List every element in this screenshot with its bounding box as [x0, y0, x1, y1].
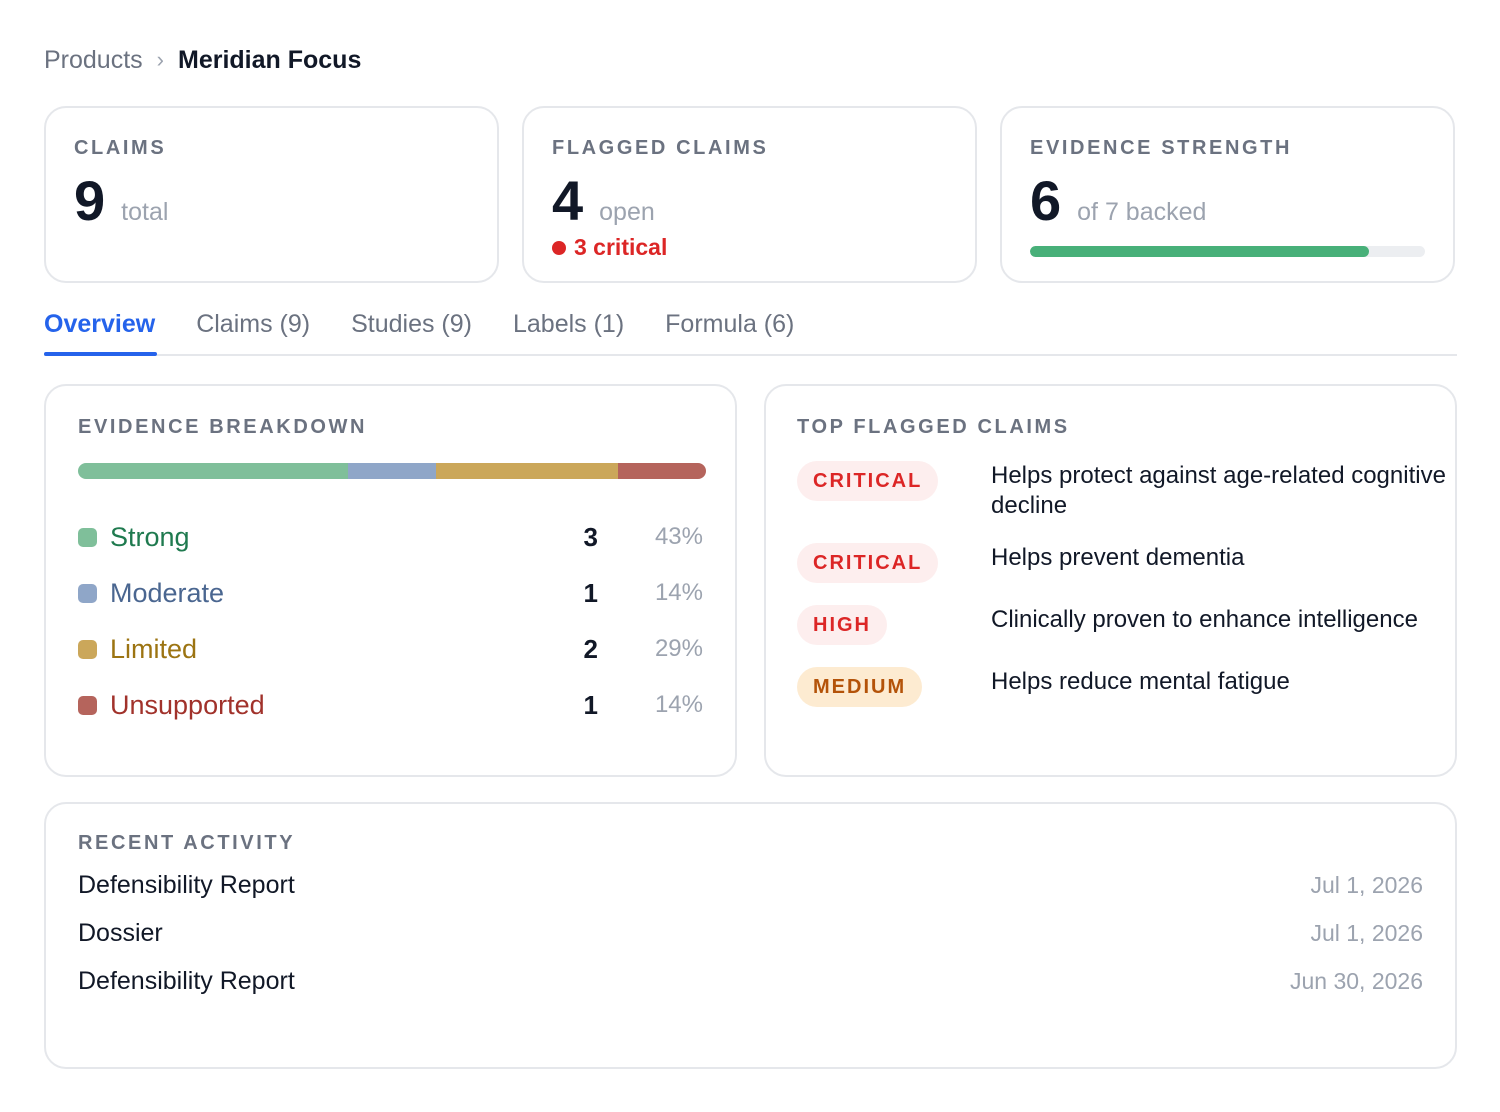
- flagged-claim-text[interactable]: Clinically proven to enhance intelligenc…: [991, 606, 1418, 633]
- stat-unit: of 7 backed: [1077, 198, 1207, 226]
- stacked-bar-segment-limited: [435, 463, 619, 479]
- evidence-row-moderate: Moderate 1 14%: [78, 565, 703, 621]
- flagged-claim-item[interactable]: CRITICAL Helps protect against age-relate…: [797, 461, 1446, 521]
- evidence-level-percent: 14%: [654, 691, 703, 718]
- activity-item[interactable]: Defensibility Report Jun 30, 2026: [78, 957, 1423, 1005]
- claims-count: 9: [74, 169, 106, 232]
- top-flagged-claims-panel: TOP FLAGGED CLAIMS CRITICAL Helps protect…: [764, 384, 1457, 777]
- flagged-claims-list: CRITICAL Helps protect against age-relate…: [797, 461, 1446, 707]
- evidence-level-name: Strong: [110, 521, 190, 552]
- evidence-list: Strong 3 43% Moderate 1 14% Limited 2 29% Unsuppo…: [78, 509, 703, 733]
- activity-list: Defensibility Report Jul 1, 2026 Dossier Ju…: [78, 861, 1423, 1005]
- flagged-claim-item[interactable]: MEDIUM Helps reduce mental fatigue: [797, 667, 1424, 707]
- tab-studies[interactable]: Studies (9): [351, 310, 472, 338]
- evidence-level-percent: 14%: [654, 579, 703, 606]
- evidence-level-count: 1: [583, 689, 598, 720]
- panel-title: RECENT ACTIVITY: [78, 832, 296, 854]
- activity-date: Jul 1, 2026: [1310, 919, 1423, 946]
- tab-claims[interactable]: Claims (9): [196, 310, 311, 338]
- severity-badge: CRITICAL: [797, 461, 939, 501]
- flagged-claims-stat-card: FLAGGED CLAIMS 4 open 3 critical: [522, 106, 977, 283]
- flagged-claim-text[interactable]: Helps reduce mental fatigue: [991, 668, 1290, 695]
- severity-badge: MEDIUM: [797, 667, 923, 707]
- activity-name[interactable]: Defensibility Report: [78, 870, 295, 899]
- backed-count: 6: [1030, 169, 1062, 232]
- tab-formula[interactable]: Formula (6): [665, 310, 795, 338]
- evidence-level-count: 1: [583, 577, 598, 608]
- evidence-level-percent: 29%: [654, 635, 703, 662]
- severity-badge: HIGH: [797, 605, 887, 645]
- flagged-claim-text[interactable]: Helps prevent dementia: [991, 544, 1245, 571]
- activity-date: Jul 1, 2026: [1310, 871, 1423, 898]
- evidence-breakdown-panel: EVIDENCE BREAKDOWN Strong 3 43% Moderate 1 14…: [44, 384, 737, 777]
- critical-dot-icon: [552, 240, 566, 255]
- flagged-claim-text[interactable]: Helps protect against age-related cognit…: [991, 462, 1446, 519]
- evidence-level-name: Limited: [110, 633, 198, 664]
- breadcrumb-current: Meridian Focus: [178, 45, 362, 74]
- activity-name[interactable]: Defensibility Report: [78, 966, 295, 995]
- activity-item[interactable]: Dossier Jul 1, 2026: [78, 909, 1423, 957]
- tab-labels[interactable]: Labels (1): [512, 310, 625, 338]
- stacked-bar-segment-unsupported: [618, 463, 706, 479]
- stacked-bar-segment-strong: [78, 463, 349, 479]
- panel-title: EVIDENCE BREAKDOWN: [78, 416, 368, 438]
- panel-title: TOP FLAGGED CLAIMS: [797, 416, 1070, 438]
- evidence-row-unsupported: Unsupported 1 14%: [78, 677, 703, 733]
- evidence-level-percent: 43%: [654, 523, 703, 550]
- recent-activity-panel: RECENT ACTIVITY Defensibility Report Jul …: [44, 802, 1457, 1069]
- stacked-bar-segment-moderate: [348, 463, 436, 479]
- legend-swatch: [78, 583, 97, 603]
- breadcrumb: Products › Meridian Focus: [44, 44, 361, 76]
- evidence-progress-bar: [1030, 246, 1425, 257]
- claims-stat-card: CLAIMS 9 total: [44, 106, 499, 283]
- chevron-right-icon: ›: [156, 47, 164, 72]
- evidence-level-name: Moderate: [110, 577, 225, 608]
- activity-date: Jun 30, 2026: [1289, 967, 1423, 994]
- stat-unit: open: [599, 198, 655, 226]
- evidence-row-limited: Limited 2 29%: [78, 621, 703, 677]
- activity-name[interactable]: Dossier: [78, 918, 163, 947]
- stat-label: FLAGGED CLAIMS: [552, 137, 769, 159]
- flagged-count: 4: [552, 169, 584, 232]
- evidence-level-name: Unsupported: [110, 689, 265, 720]
- stat-unit: total: [121, 198, 169, 226]
- legend-swatch: [78, 695, 97, 715]
- flagged-claim-item[interactable]: CRITICAL Helps prevent dementia: [797, 543, 1424, 583]
- legend-swatch: [78, 527, 97, 547]
- evidence-progress-fill: [1030, 246, 1369, 257]
- evidence-level-count: 3: [583, 521, 598, 552]
- evidence-level-count: 2: [583, 633, 598, 664]
- evidence-stacked-bar: [78, 463, 706, 479]
- critical-indicator: 3 critical: [552, 234, 947, 261]
- legend-swatch: [78, 639, 97, 659]
- stat-label: CLAIMS: [74, 137, 167, 159]
- evidence-strength-stat-card: EVIDENCE STRENGTH 6 of 7 backed: [1000, 106, 1455, 283]
- severity-badge: CRITICAL: [797, 543, 939, 583]
- tab-bar: Overview Claims (9) Studies (9) Labels (1) F…: [44, 300, 1457, 356]
- stat-label: EVIDENCE STRENGTH: [1030, 137, 1293, 159]
- evidence-row-strong: Strong 3 43%: [78, 509, 703, 565]
- activity-item[interactable]: Defensibility Report Jul 1, 2026: [78, 861, 1423, 909]
- breadcrumb-products-link[interactable]: Products: [44, 45, 143, 74]
- critical-count: 3 critical: [574, 234, 668, 260]
- tab-overview[interactable]: Overview: [44, 300, 158, 356]
- flagged-claim-item[interactable]: HIGH Clinically proven to enhance intelli…: [797, 605, 1424, 645]
